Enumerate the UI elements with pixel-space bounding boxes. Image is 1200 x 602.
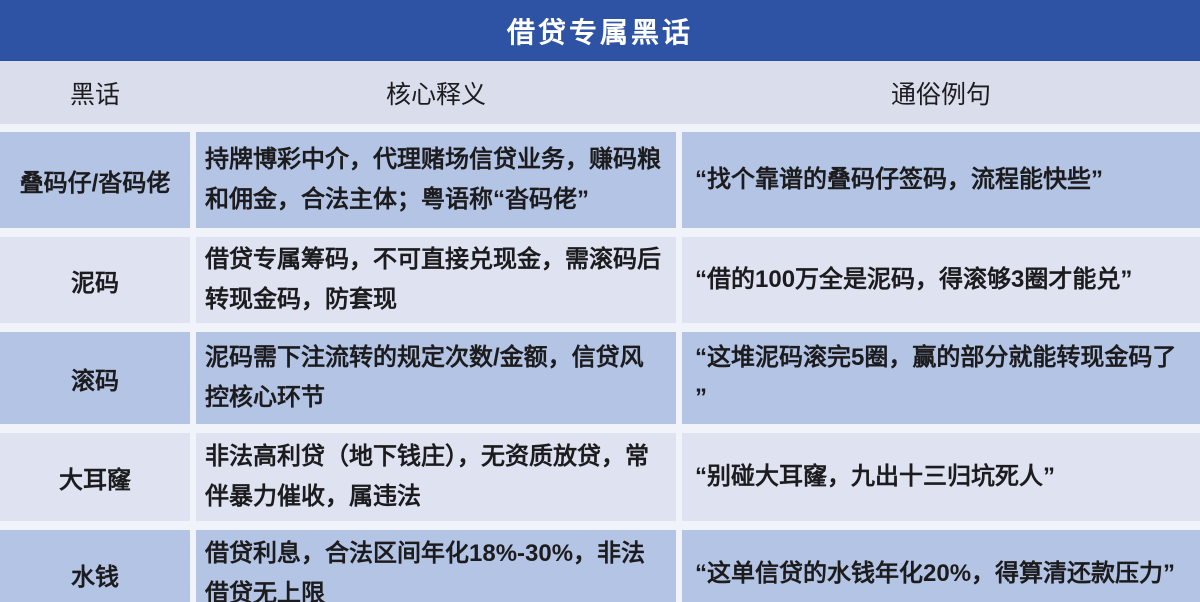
- example-cell: “借的100万全是泥码，得滚够3圈才能兑”: [682, 237, 1200, 323]
- term-cell: 叠码仔/沓码佬: [0, 132, 190, 228]
- term-cell: 滚码: [0, 332, 190, 424]
- column-header-definition: 核心释义: [196, 61, 676, 124]
- term-cell: 水钱: [0, 530, 190, 602]
- definition-text: 借贷利息，合法区间年化18%-30%，非法 借贷无上限: [205, 540, 646, 602]
- example-text: “找个靠谱的叠码仔签码，流程能快些”: [695, 166, 1103, 193]
- table-header-row: 黑话 核心释义 通俗例句: [0, 61, 1200, 124]
- column-header-example-label: 通俗例句: [890, 80, 991, 109]
- table-row: 大耳窿 非法高利贷（地下钱庄），无资质放贷，常 伴暴力催收，属违法 “别碰大耳窿…: [0, 433, 1200, 521]
- example-text: “这单信贷的水钱年化20%，得算清还款压力”: [695, 560, 1176, 587]
- example-cell: “这单信贷的水钱年化20%，得算清还款压力”: [682, 530, 1200, 602]
- example-text: “别碰大耳窿，九出十三归坑死人”: [695, 463, 1055, 490]
- term-text: 泥码: [71, 269, 119, 297]
- title-bar: 借贷专属黑话: [0, 0, 1200, 61]
- term-cell: 大耳窿: [0, 433, 190, 521]
- table-row: 泥码 借贷专属筹码，不可直接兑现金，需滚码后 转现金码，防套现 “借的100万全…: [0, 237, 1200, 323]
- term-text: 水钱: [71, 563, 119, 591]
- definition-cell: 泥码需下注流转的规定次数/金额，信贷风 控核心环节: [196, 332, 676, 424]
- example-text: “借的100万全是泥码，得滚够3圈才能兑”: [695, 266, 1133, 293]
- definition-text: 泥码需下注流转的规定次数/金额，信贷风 控核心环节: [205, 344, 644, 411]
- definition-cell: 持牌博彩中介，代理赌场信贷业务，赚码粮 和佣金，合法主体；粤语称“沓码佬”: [196, 132, 676, 228]
- term-text: 大耳窿: [59, 466, 131, 494]
- definition-cell: 非法高利贷（地下钱庄），无资质放贷，常 伴暴力催收，属违法: [196, 433, 676, 521]
- example-text: “这堆泥码滚完5圈，赢的部分就能转现金码了 ”: [695, 344, 1177, 411]
- definition-cell: 借贷专属筹码，不可直接兑现金，需滚码后 转现金码，防套现: [196, 237, 676, 323]
- definition-text: 借贷专属筹码，不可直接兑现金，需滚码后 转现金码，防套现: [205, 246, 661, 313]
- example-cell: “这堆泥码滚完5圈，赢的部分就能转现金码了 ”: [682, 332, 1200, 424]
- example-cell: “找个靠谱的叠码仔签码，流程能快些”: [682, 132, 1200, 228]
- table-row: 叠码仔/沓码佬 持牌博彩中介，代理赌场信贷业务，赚码粮 和佣金，合法主体；粤语称…: [0, 132, 1200, 228]
- term-cell: 泥码: [0, 237, 190, 323]
- term-text: 叠码仔/沓码佬: [19, 169, 171, 197]
- column-header-term: 黑话: [0, 61, 190, 124]
- definition-text: 持牌博彩中介，代理赌场信贷业务，赚码粮 和佣金，合法主体；粤语称“沓码佬”: [205, 146, 661, 213]
- column-header-term-label: 黑话: [69, 80, 120, 109]
- term-text: 滚码: [71, 367, 119, 395]
- table-row: 水钱 借贷利息，合法区间年化18%-30%，非法 借贷无上限 “这单信贷的水钱年…: [0, 530, 1200, 602]
- page-title: 借贷专属黑话: [506, 16, 693, 48]
- column-header-definition-label: 核心释义: [385, 80, 486, 109]
- definition-cell: 借贷利息，合法区间年化18%-30%，非法 借贷无上限: [196, 530, 676, 602]
- example-cell: “别碰大耳窿，九出十三归坑死人”: [682, 433, 1200, 521]
- table-row: 滚码 泥码需下注流转的规定次数/金额，信贷风 控核心环节 “这堆泥码滚完5圈，赢…: [0, 332, 1200, 424]
- table-body: 叠码仔/沓码佬 持牌博彩中介，代理赌场信贷业务，赚码粮 和佣金，合法主体；粤语称…: [0, 132, 1200, 602]
- definition-text: 非法高利贷（地下钱庄），无资质放贷，常 伴暴力催收，属违法: [205, 443, 649, 510]
- column-header-example: 通俗例句: [682, 61, 1200, 124]
